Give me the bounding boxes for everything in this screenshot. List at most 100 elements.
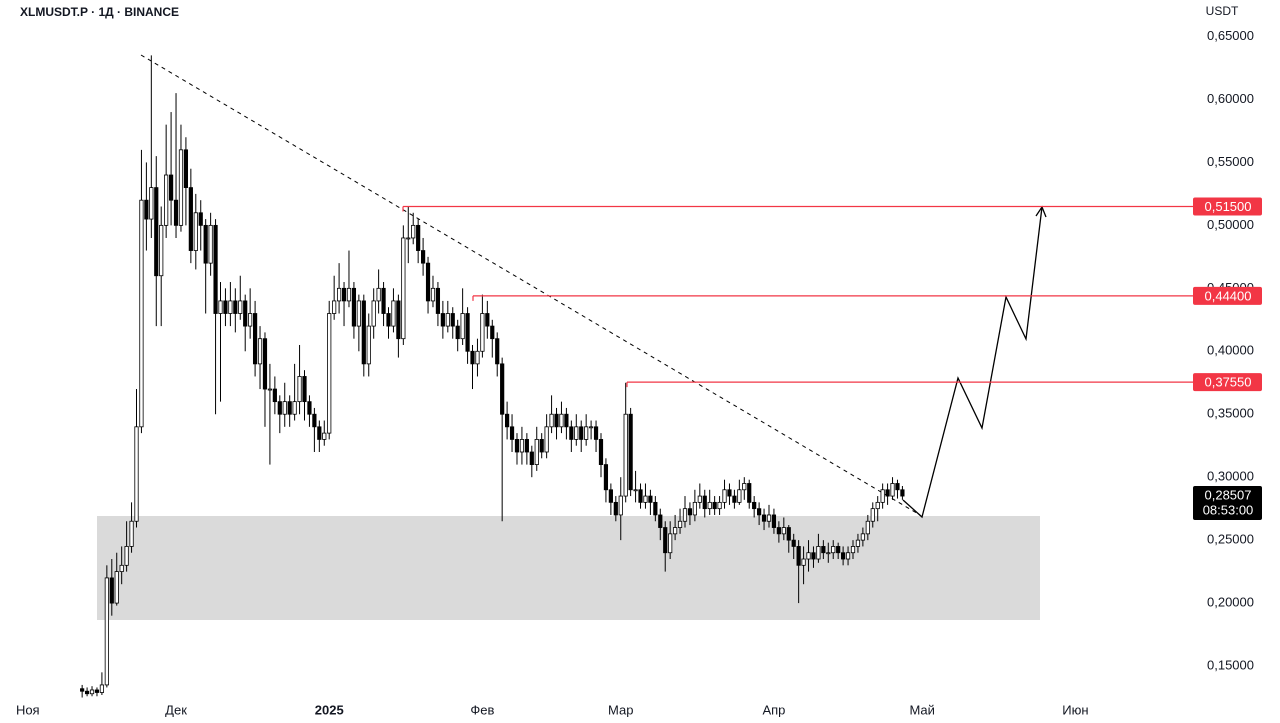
candle-body <box>193 212 198 251</box>
candle-body <box>811 552 816 560</box>
candle-body <box>702 495 707 510</box>
candle-body <box>307 401 312 415</box>
candle-body <box>297 376 302 403</box>
candle-body <box>495 338 500 365</box>
candle-body <box>317 426 322 440</box>
candle-body <box>845 552 851 560</box>
candle-body <box>697 495 702 503</box>
candle-body <box>781 527 786 535</box>
candle-body <box>455 325 460 340</box>
unit-label: USDT <box>1206 4 1239 18</box>
candle-body <box>608 489 613 503</box>
candle-body <box>149 187 154 220</box>
x-tick-label: Мар <box>608 702 633 717</box>
candle-body <box>440 313 445 327</box>
candle-body <box>129 520 134 547</box>
candle-body <box>880 489 885 503</box>
candle-body <box>628 413 633 491</box>
candle-body <box>855 539 861 547</box>
candle-body <box>99 684 105 693</box>
candle-body <box>673 527 678 535</box>
candle-body <box>569 426 574 440</box>
candle-body <box>80 688 85 692</box>
candle-body <box>178 149 184 226</box>
candle-body <box>84 690 90 695</box>
candle-body <box>480 313 485 352</box>
candle-body <box>663 527 668 554</box>
candle-body <box>465 313 470 352</box>
candle-body <box>435 287 441 314</box>
candle-body <box>139 199 144 428</box>
candle-body <box>554 413 559 428</box>
candle-body <box>213 224 218 314</box>
y-tick-label: 0,35000 <box>1207 406 1254 421</box>
candle-body <box>885 489 890 497</box>
candle-body <box>831 546 836 554</box>
candle-body <box>732 495 737 503</box>
candle-body <box>381 287 386 314</box>
candle-body <box>134 426 139 522</box>
candle-body <box>89 689 95 695</box>
x-tick-label: Май <box>909 702 934 717</box>
candle-body <box>707 501 712 510</box>
candle-body <box>870 508 875 522</box>
candle-body <box>351 287 357 327</box>
candle-body <box>114 571 119 604</box>
candle-body <box>900 489 905 497</box>
candle-body <box>336 287 342 302</box>
candle-body <box>366 325 371 365</box>
x-tick-label: Апр <box>762 702 785 717</box>
candle-body <box>895 483 900 491</box>
chart-title: XLMUSDT.P · 1Д · BINANCE <box>20 5 179 19</box>
y-tick-label: 0,65000 <box>1207 28 1254 43</box>
candle-body <box>544 426 549 453</box>
candle-body <box>801 558 806 566</box>
candle-body <box>109 577 114 604</box>
candle-body <box>168 174 174 201</box>
candle-body <box>509 426 515 440</box>
candle-body <box>391 300 396 327</box>
candle-body <box>806 552 811 560</box>
candle-body <box>623 413 628 497</box>
candle-body <box>584 426 589 440</box>
candle-body <box>371 300 376 327</box>
y-tick-label: 0,25000 <box>1207 532 1254 547</box>
y-tick-label: 0,55000 <box>1207 154 1254 169</box>
candle-body <box>593 426 599 440</box>
plot <box>80 55 905 698</box>
candle-body <box>243 300 248 327</box>
candle-body <box>450 313 455 327</box>
candle-body <box>475 350 480 365</box>
candle-body <box>425 262 431 302</box>
candle-body <box>248 313 253 327</box>
x-tick-label: Ноя <box>16 702 40 717</box>
y-tick-label: 0,15000 <box>1207 657 1254 672</box>
candle-body <box>218 300 223 314</box>
candle-body <box>603 464 609 491</box>
candle-body <box>618 495 623 516</box>
candle-body <box>692 501 697 516</box>
candle-body <box>598 439 604 465</box>
candle-body <box>564 413 569 428</box>
candle-body <box>198 212 203 226</box>
candle-body <box>687 508 693 516</box>
candle-body <box>742 483 747 491</box>
level-price-box <box>1193 286 1262 305</box>
candle-body <box>396 300 401 340</box>
x-tick-label: Июн <box>1062 702 1088 717</box>
candle-body <box>633 489 638 492</box>
candle-body <box>534 439 539 465</box>
candle-body <box>356 300 361 327</box>
candle-body <box>144 199 149 220</box>
candle-body <box>272 388 277 403</box>
candle-body <box>500 363 505 415</box>
x-tick-label: 2025 <box>315 702 344 717</box>
candle-body <box>262 338 268 390</box>
candle-body <box>252 313 258 365</box>
candle-body <box>766 514 772 522</box>
candle-body <box>312 413 317 428</box>
last-price-label: 0,28507 <box>1205 487 1252 502</box>
candle-body <box>682 508 688 522</box>
candle-body <box>579 426 584 440</box>
candle-body <box>361 300 366 365</box>
